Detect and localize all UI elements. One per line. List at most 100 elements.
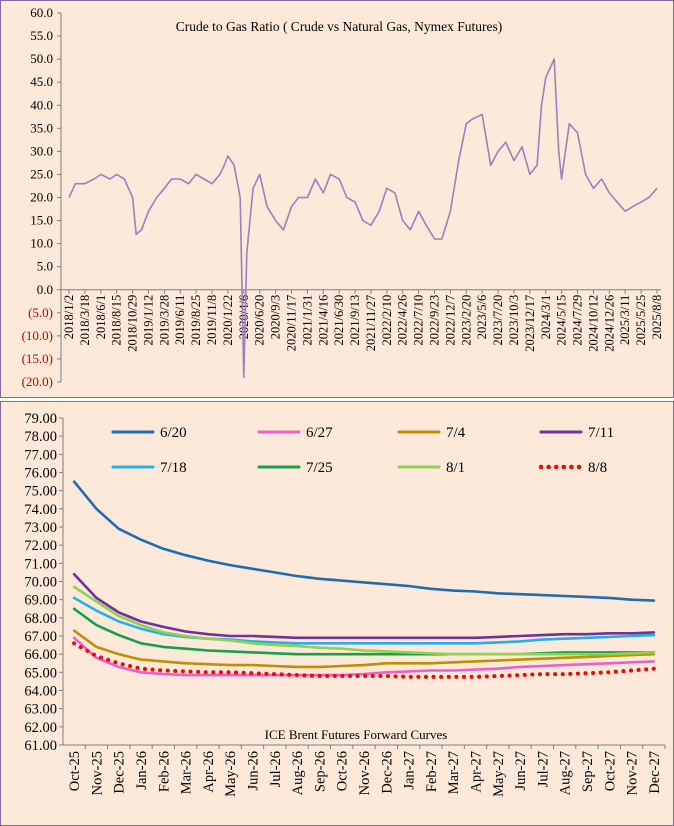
x-tick-label: Dec-25 bbox=[112, 751, 128, 794]
x-tick-label: 2022/9/23 bbox=[428, 295, 442, 346]
crude-gas-ratio-panel: Crude to Gas Ratio ( Crude vs Natural Ga… bbox=[0, 0, 674, 398]
x-tick-label: Oct-27 bbox=[602, 751, 618, 791]
y-tick-label: 69.00 bbox=[24, 593, 57, 609]
x-tick-label: Jun-27 bbox=[513, 751, 529, 790]
x-tick-label: 2024/10/12 bbox=[586, 295, 600, 352]
y-tick-label: 63.00 bbox=[24, 702, 57, 718]
y-tick-label: 60.0 bbox=[30, 5, 53, 20]
x-tick-label: Jul-27 bbox=[535, 751, 551, 787]
y-tick-label: 55.0 bbox=[30, 28, 53, 43]
crude-gas-ratio-chart: Crude to Gas Ratio ( Crude vs Natural Ga… bbox=[22, 5, 664, 389]
x-tick-label: 2018/8/15 bbox=[110, 295, 124, 346]
x-tick-label: 2023/12/17 bbox=[523, 295, 537, 352]
y-tick-label: 25.0 bbox=[30, 166, 53, 181]
x-tick-label: 2020/1/22 bbox=[221, 295, 235, 346]
x-tick-label: Dec-27 bbox=[647, 751, 663, 794]
legend-label-6-20: 6/20 bbox=[160, 425, 187, 441]
legend-label-8-8: 8/8 bbox=[588, 460, 607, 476]
x-tick-label: 2024/3/1 bbox=[539, 295, 553, 339]
x-tick-label: Mar-27 bbox=[446, 751, 462, 794]
y-tick-label: (20.0) bbox=[22, 374, 53, 389]
x-tick-label: Nov-27 bbox=[625, 751, 641, 795]
x-tick-label: Feb-27 bbox=[424, 751, 440, 792]
x-tick-label: May-27 bbox=[491, 751, 507, 797]
y-tick-label: 50.0 bbox=[30, 51, 53, 66]
y-tick-label: (15.0) bbox=[22, 351, 53, 366]
x-tick-label: Oct-25 bbox=[67, 751, 83, 791]
x-tick-label: Jan-27 bbox=[402, 751, 418, 790]
y-tick-label: 75.00 bbox=[24, 484, 57, 500]
y-tick-label: 20.0 bbox=[30, 190, 53, 205]
legend-label-7-11: 7/11 bbox=[588, 425, 614, 441]
x-tick-label: 2023/7/20 bbox=[491, 295, 505, 346]
x-tick-label: 2018/6/1 bbox=[94, 295, 108, 339]
y-tick-label: 67.00 bbox=[24, 629, 57, 645]
x-tick-label: 2023/10/3 bbox=[507, 295, 521, 346]
y-tick-label: 70.00 bbox=[24, 575, 57, 591]
x-tick-label: 2022/7/10 bbox=[412, 295, 426, 346]
y-tick-label: 74.00 bbox=[24, 502, 57, 518]
x-tick-label: 2020/4/6 bbox=[237, 295, 251, 339]
x-tick-label: 2021/1/31 bbox=[300, 295, 314, 346]
series-line-7-18 bbox=[72, 596, 656, 645]
ratio-series-line bbox=[68, 58, 658, 379]
legend-label-7-4: 7/4 bbox=[446, 425, 466, 441]
y-tick-label: 68.00 bbox=[24, 611, 57, 627]
series-line-7-25 bbox=[72, 607, 656, 656]
x-tick-label: May-26 bbox=[223, 751, 239, 797]
x-tick-label: 2021/9/13 bbox=[348, 295, 362, 346]
x-tick-label: Nov-26 bbox=[357, 751, 373, 795]
x-tick-label: 2022/4/26 bbox=[396, 295, 410, 346]
y-tick-label: 40.0 bbox=[30, 97, 53, 112]
x-tick-label: Jan-26 bbox=[134, 751, 150, 790]
x-tick-label: 2022/12/7 bbox=[443, 295, 457, 346]
x-tick-label: 2023/2/20 bbox=[459, 295, 473, 346]
series-line-6-20 bbox=[72, 480, 656, 602]
y-tick-label: 61.00 bbox=[24, 738, 57, 754]
x-tick-label: Sep-27 bbox=[580, 751, 596, 792]
y-tick-label: 65.00 bbox=[24, 665, 57, 681]
x-tick-label: 2018/1/2 bbox=[62, 295, 76, 339]
x-tick-label: 2020/9/3 bbox=[269, 295, 283, 339]
legend-label-6-27: 6/27 bbox=[306, 425, 333, 441]
x-tick-label: Apr-27 bbox=[468, 751, 484, 793]
y-tick-label: 66.00 bbox=[24, 647, 57, 663]
x-tick-label: Dec-26 bbox=[379, 751, 395, 794]
y-tick-label: 78.00 bbox=[24, 429, 57, 445]
y-tick-label: 76.00 bbox=[24, 466, 57, 482]
y-tick-label: 79.00 bbox=[24, 411, 57, 427]
legend-label-7-25: 7/25 bbox=[306, 460, 333, 476]
x-tick-label: Apr-26 bbox=[201, 751, 217, 793]
y-tick-label: (5.0) bbox=[28, 305, 53, 320]
x-tick-label: Jun-26 bbox=[246, 751, 262, 790]
y-tick-label: 62.00 bbox=[24, 720, 57, 736]
x-tick-label: 2022/2/10 bbox=[380, 295, 394, 346]
brent-forward-curves-panel: ICE Brent Futures Forward Curves 61.00 62… bbox=[0, 401, 674, 826]
y-tick-label: 73.00 bbox=[24, 520, 57, 536]
y-tick-label: 15.0 bbox=[30, 213, 53, 228]
x-tick-label: 2019/8/25 bbox=[189, 295, 203, 346]
chart-title: ICE Brent Futures Forward Curves bbox=[265, 727, 448, 742]
x-tick-label: Mar-26 bbox=[179, 751, 195, 794]
y-tick-label: 72.00 bbox=[24, 538, 57, 554]
x-tick-label: 2018/10/29 bbox=[126, 295, 140, 352]
legend-label-8-1: 8/1 bbox=[446, 460, 465, 476]
y-tick-label: 0.0 bbox=[37, 282, 53, 297]
x-tick-label: 2025/3/11 bbox=[618, 295, 632, 345]
x-tick-label: 2019/3/28 bbox=[157, 295, 171, 346]
x-tick-label: 2024/12/26 bbox=[602, 295, 616, 352]
x-tick-label: 2025/8/8 bbox=[650, 295, 664, 339]
brent-forward-curves-chart: ICE Brent Futures Forward Curves 61.00 62… bbox=[24, 411, 666, 797]
x-tick-label: 2019/1/12 bbox=[141, 295, 155, 346]
x-tick-label: 2019/6/11 bbox=[173, 295, 187, 345]
x-tick-label: 2024/7/29 bbox=[571, 295, 585, 346]
y-tick-label: 35.0 bbox=[30, 120, 53, 135]
x-tick-label: Feb-26 bbox=[156, 751, 172, 792]
x-tick-label: 2023/5/6 bbox=[475, 295, 489, 339]
legend-label-7-18: 7/18 bbox=[160, 460, 187, 476]
x-tick-label: 2018/3/18 bbox=[78, 295, 92, 346]
y-tick-label: 64.00 bbox=[24, 684, 57, 700]
x-tick-label: Nov-25 bbox=[89, 751, 105, 795]
x-tick-label: 2025/5/25 bbox=[634, 295, 648, 346]
series-line-8-8 bbox=[72, 641, 656, 679]
